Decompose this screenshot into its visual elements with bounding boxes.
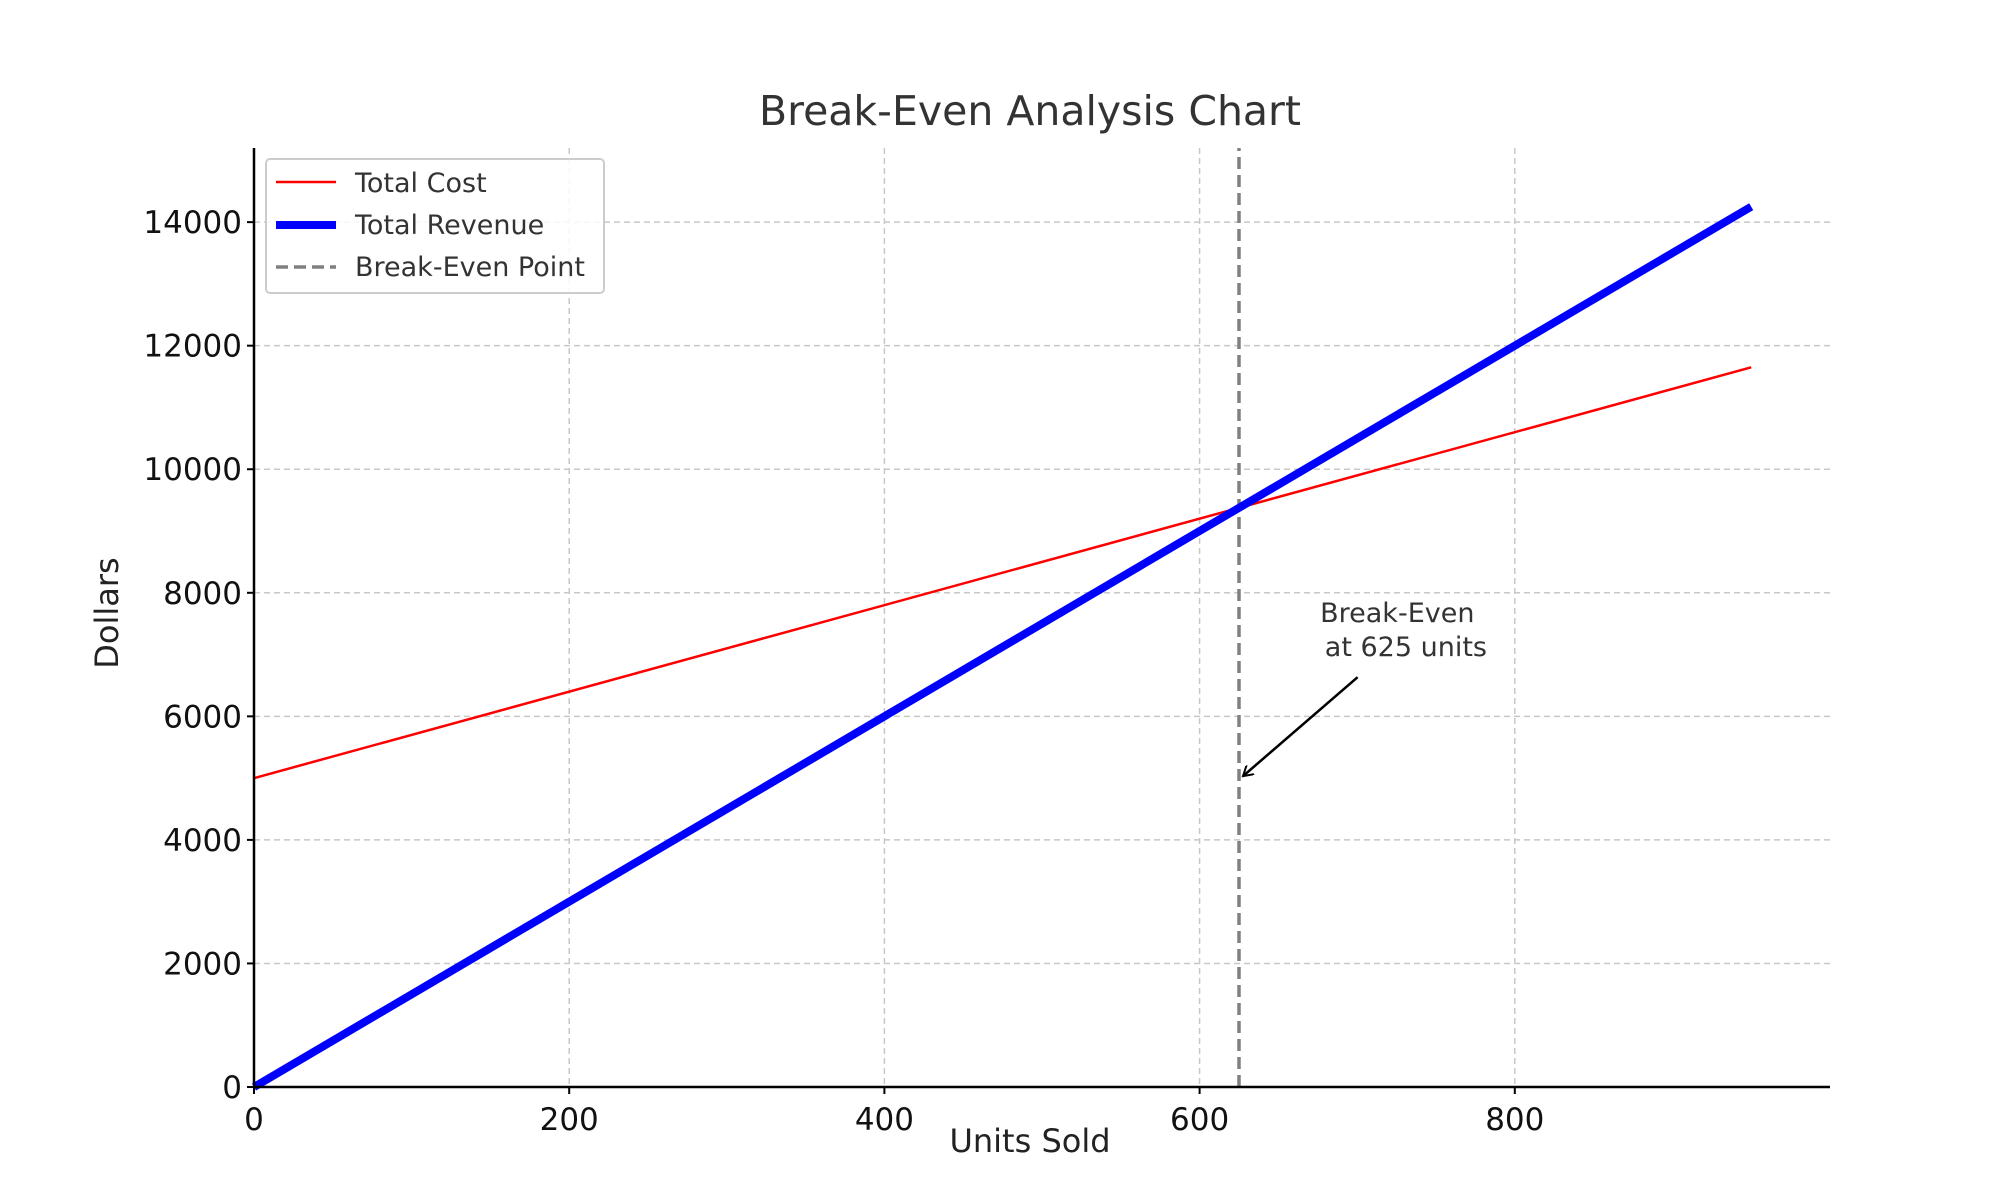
- legend-label-break-even: Break-Even Point: [355, 252, 585, 283]
- y-tick-label-0: 0: [222, 1070, 242, 1106]
- x-tick-label-0: 0: [244, 1102, 264, 1138]
- legend-label-total-cost: Total Cost: [354, 168, 487, 199]
- annotation-line-2: at 625 units: [1316, 632, 1487, 663]
- chart-title: Break-Even Analysis Chart: [759, 87, 1301, 135]
- series-total-revenue: [251, 203, 1754, 1091]
- x-tick-label-200: 200: [540, 1102, 599, 1138]
- y-axis-label: Dollars: [88, 557, 126, 668]
- legend-label-total-revenue: Total Revenue: [354, 210, 544, 241]
- y-tick-label-8000: 8000: [163, 576, 242, 612]
- annotation-arrow: [1243, 676, 1359, 776]
- x-axis-label: Units Sold: [949, 1122, 1110, 1160]
- y-tick-label-2000: 2000: [163, 946, 242, 982]
- y-tick-label-12000: 12000: [143, 329, 242, 365]
- annotation: Break-Even at 625 units: [1243, 598, 1487, 776]
- y-tick-label-14000: 14000: [143, 205, 242, 241]
- tick-labels: 0 200 400 600 800020004000600080001000012000…: [143, 205, 1544, 1138]
- plot-area: [251, 148, 1754, 1091]
- annotation-line-1: Break-Even: [1320, 598, 1474, 629]
- annotation-text: Break-Even at 625 units: [1316, 598, 1487, 663]
- y-tick-label-4000: 4000: [163, 823, 242, 859]
- x-tick-label-600: 600: [1170, 1102, 1229, 1138]
- x-tick-label-400: 400: [855, 1102, 914, 1138]
- x-tick-label-800: 800: [1485, 1102, 1544, 1138]
- y-tick-label-10000: 10000: [143, 452, 242, 488]
- series-total-cost: [253, 366, 1752, 780]
- legend: Total Cost Total Revenue Break-Even Poin…: [265, 158, 605, 294]
- axes: [252, 148, 1830, 1089]
- legend-box: [265, 158, 605, 294]
- y-tick-label-6000: 6000: [163, 699, 242, 735]
